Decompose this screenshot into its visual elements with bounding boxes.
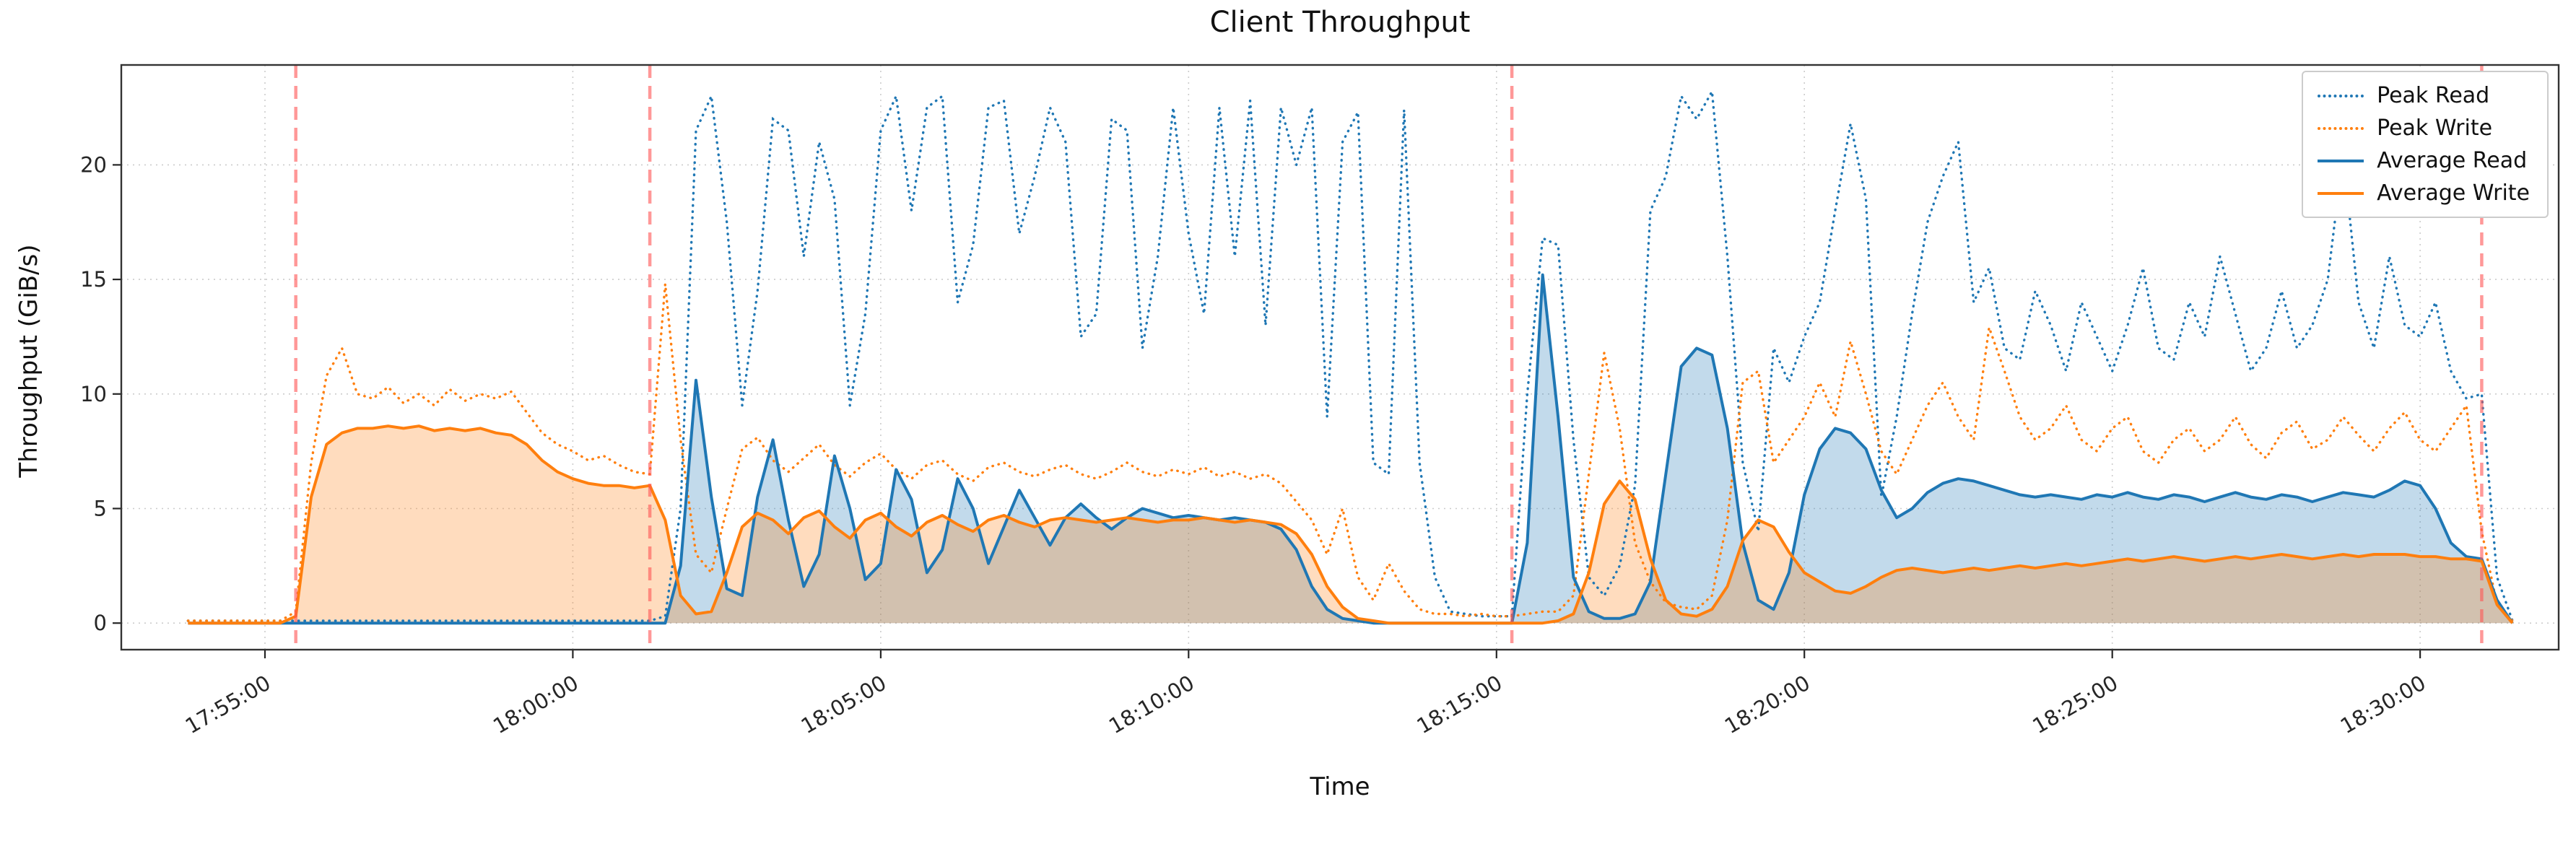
- legend-label: Average Read: [2377, 148, 2528, 173]
- chart-title: Client Throughput: [1209, 6, 1471, 39]
- svg-text:0: 0: [94, 611, 107, 635]
- svg-text:18:10:00: 18:10:00: [1105, 671, 1198, 739]
- legend-item-average-read: Average Read: [2318, 149, 2530, 173]
- svg-text:18:00:00: 18:00:00: [489, 671, 583, 739]
- svg-text:18:30:00: 18:30:00: [2336, 671, 2430, 739]
- svg-text:18:15:00: 18:15:00: [1413, 671, 1507, 739]
- svg-text:18:25:00: 18:25:00: [2028, 671, 2122, 739]
- x-axis-label: Time: [1310, 772, 1370, 801]
- svg-text:5: 5: [94, 497, 107, 521]
- svg-text:20: 20: [80, 152, 107, 177]
- average-read-line-sample: [2318, 159, 2364, 162]
- legend-item-peak-write: Peak Write: [2318, 116, 2530, 140]
- svg-text:18:05:00: 18:05:00: [797, 671, 891, 739]
- legend-item-peak-read: Peak Read: [2318, 84, 2530, 108]
- peak-write-line-sample: [2318, 126, 2364, 130]
- svg-text:15: 15: [80, 267, 107, 292]
- svg-text:10: 10: [80, 382, 107, 406]
- peak-read-line-sample: [2318, 94, 2364, 97]
- average-write-line-sample: [2318, 191, 2364, 195]
- svg-text:17:55:00: 17:55:00: [181, 671, 275, 739]
- legend-label: Peak Read: [2377, 83, 2490, 108]
- legend: Peak Read Peak Write Average Read Averag…: [2302, 71, 2549, 218]
- legend-label: Average Write: [2377, 180, 2530, 206]
- legend-item-average-write: Average Write: [2318, 181, 2530, 205]
- legend-label: Peak Write: [2377, 115, 2493, 141]
- y-axis-label: Throughput (GiB/s): [14, 244, 43, 478]
- svg-text:18:20:00: 18:20:00: [1720, 671, 1814, 739]
